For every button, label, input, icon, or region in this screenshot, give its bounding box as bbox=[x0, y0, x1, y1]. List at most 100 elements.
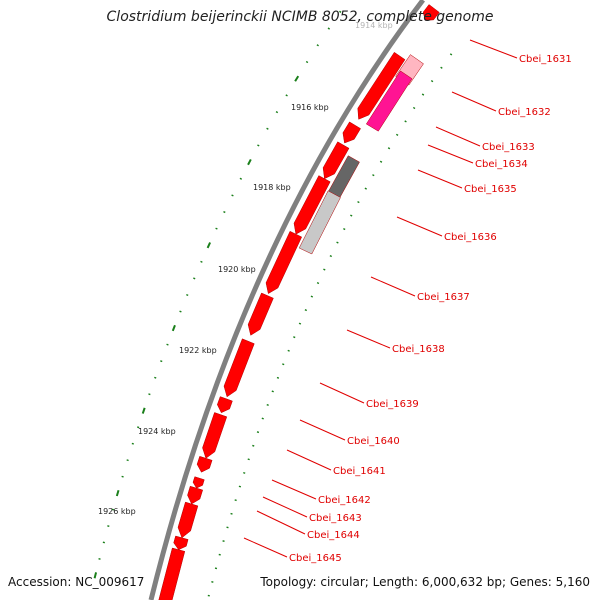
scale-dot bbox=[305, 60, 309, 64]
inner-tick bbox=[343, 227, 346, 231]
inner-tick bbox=[430, 80, 434, 83]
inner-tick bbox=[350, 214, 353, 217]
gene-label[interactable]: Cbei_1639 bbox=[366, 399, 419, 410]
scale-dot bbox=[231, 194, 234, 197]
scale-dot bbox=[179, 310, 182, 313]
scale-dot bbox=[257, 144, 260, 147]
gene-label[interactable]: Cbei_1643 bbox=[309, 513, 362, 524]
scale-dot bbox=[327, 27, 331, 30]
gene-arrow[interactable] bbox=[342, 121, 361, 144]
gene-label[interactable]: Cbei_1634 bbox=[475, 159, 528, 170]
gene-label[interactable]: Cbei_1638 bbox=[392, 344, 445, 355]
gene-arrow[interactable] bbox=[158, 547, 186, 600]
inner-tick bbox=[310, 295, 314, 298]
inner-tick bbox=[298, 322, 302, 325]
inner-tick bbox=[357, 201, 360, 204]
gene-label[interactable]: Cbei_1642 bbox=[318, 495, 371, 506]
inner-tick bbox=[372, 174, 375, 177]
scale-dots bbox=[93, 10, 453, 597]
inner-tick bbox=[293, 336, 296, 339]
scale-major-tick bbox=[93, 572, 98, 579]
inner-tick bbox=[336, 241, 339, 244]
label-leader-line bbox=[286, 449, 332, 471]
gene-arrow[interactable] bbox=[247, 292, 274, 336]
label-leader-line bbox=[271, 479, 317, 500]
gene-arrow[interactable] bbox=[265, 230, 303, 294]
scale-dot bbox=[193, 277, 196, 280]
label-leader-line bbox=[243, 537, 288, 558]
scale-label: 1918 kbp bbox=[253, 183, 291, 192]
label-leader-line bbox=[451, 91, 497, 112]
scale-dot bbox=[339, 10, 342, 13]
scale-dot bbox=[275, 111, 279, 114]
inner-tick bbox=[323, 268, 326, 271]
scale-dot bbox=[266, 127, 269, 130]
gene-arrow[interactable] bbox=[217, 396, 233, 414]
topology-text: Topology: circular; Length: 6,000,632 bp… bbox=[260, 575, 590, 589]
gene-arrow[interactable] bbox=[422, 4, 440, 21]
label-leader-line bbox=[262, 496, 308, 518]
gene-label[interactable]: Cbei_1636 bbox=[444, 232, 497, 243]
inner-tick bbox=[404, 120, 407, 123]
scale-major-tick bbox=[141, 407, 146, 414]
scale-major-tick bbox=[247, 158, 252, 166]
gene-features bbox=[158, 4, 440, 600]
gene-label[interactable]: Cbei_1631 bbox=[519, 54, 572, 65]
gene-box[interactable] bbox=[365, 70, 413, 132]
scale-dot bbox=[186, 293, 189, 297]
gene-arrow[interactable] bbox=[223, 338, 255, 398]
gene-label[interactable]: Cbei_1641 bbox=[333, 466, 386, 477]
gene-arrow[interactable] bbox=[202, 412, 228, 459]
accession-text: Accession: NC_009617 bbox=[8, 575, 145, 589]
gene-arrow[interactable] bbox=[357, 51, 406, 120]
gene-box[interactable] bbox=[298, 190, 341, 255]
gene-label[interactable]: Cbei_1633 bbox=[482, 142, 535, 153]
inner-tick bbox=[387, 147, 391, 150]
label-leader-line bbox=[256, 510, 306, 535]
inner-tick bbox=[276, 376, 280, 379]
gene-label-leaders bbox=[243, 39, 518, 558]
inner-tick bbox=[364, 187, 367, 190]
gene-arrow[interactable] bbox=[293, 175, 331, 235]
scale-major-tick bbox=[294, 75, 300, 82]
label-leader-line bbox=[299, 419, 346, 441]
scale-dot bbox=[239, 177, 243, 180]
genome-title: Clostridium beijerinckii NCIMB 8052, com… bbox=[106, 9, 494, 25]
label-leader-line bbox=[396, 216, 443, 237]
inner-tick bbox=[421, 93, 425, 96]
scale-label: 1920 kbp bbox=[218, 265, 256, 274]
gene-arrow[interactable] bbox=[322, 141, 350, 180]
scale-label: 1922 kbp bbox=[179, 346, 217, 355]
inner-tick bbox=[379, 160, 383, 163]
label-leader-line bbox=[417, 169, 463, 189]
gene-label[interactable]: Cbei_1644 bbox=[307, 530, 360, 541]
scale-major-tick bbox=[171, 324, 176, 332]
scale-major-tick bbox=[206, 242, 212, 249]
inner-tick bbox=[440, 66, 443, 69]
gene-label[interactable]: Cbei_1632 bbox=[498, 107, 551, 118]
inner-tick bbox=[316, 281, 320, 285]
scale-label: 1924 kbp bbox=[138, 427, 176, 436]
gene-arrow[interactable] bbox=[173, 535, 189, 551]
label-leader-line bbox=[319, 382, 365, 404]
inner-tick bbox=[395, 133, 399, 136]
gene-labels: Cbei_1631 Cbei_1632 Cbei_1633 Cbei_1634 Cbei… bbox=[289, 54, 572, 564]
scale-dot bbox=[223, 210, 226, 214]
gene-arrow[interactable] bbox=[192, 476, 205, 489]
gene-arrow[interactable] bbox=[177, 501, 199, 539]
genome-backbone bbox=[148, 0, 425, 600]
gene-label[interactable]: Cbei_1635 bbox=[464, 184, 517, 195]
gene-label[interactable]: Cbei_1645 bbox=[289, 553, 342, 564]
gene-label[interactable]: Cbei_1640 bbox=[347, 436, 400, 447]
gene-label[interactable]: Cbei_1637 bbox=[417, 292, 470, 303]
label-leader-line bbox=[370, 276, 416, 297]
label-leader-line bbox=[346, 329, 391, 349]
gene-arrow[interactable] bbox=[196, 455, 213, 473]
scale-dot bbox=[285, 94, 288, 97]
scale-label: 1914 kbp bbox=[355, 21, 393, 30]
inner-tick bbox=[449, 53, 453, 56]
scale-dot bbox=[215, 227, 218, 230]
gene-arrow[interactable] bbox=[187, 485, 204, 505]
